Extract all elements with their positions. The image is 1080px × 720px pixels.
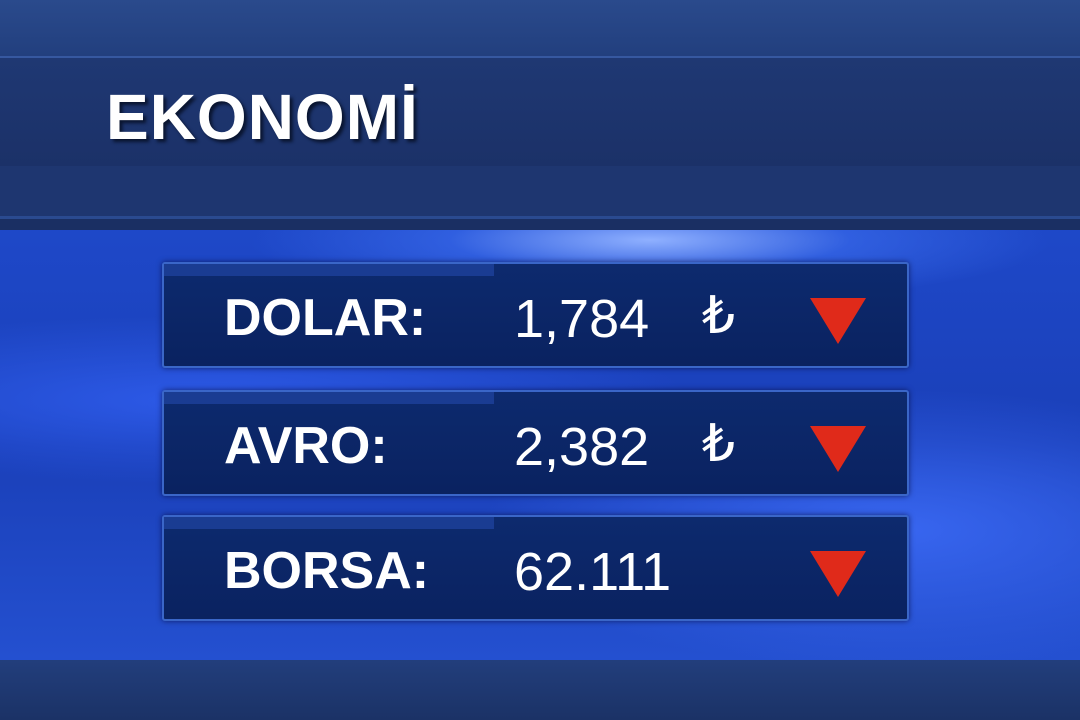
lira-icon: ₺ (702, 287, 736, 345)
row-label: DOLAR: (224, 289, 427, 347)
row-label: AVRO: (224, 417, 388, 475)
down-arrow-icon (810, 298, 866, 344)
down-arrow-icon (810, 426, 866, 472)
ticker-row-dolar: DOLAR: 1,784 ₺ (162, 262, 909, 368)
divider-band (0, 166, 1080, 219)
lira-icon: ₺ (702, 415, 736, 473)
bottom-band (0, 660, 1080, 720)
header-bar: EKONOMİ (0, 56, 1080, 168)
row-value: 62.111 (514, 542, 672, 602)
top-band (0, 0, 1080, 56)
page-title: EKONOMİ (106, 81, 419, 153)
ticker-row-borsa: BORSA: 62.111 (162, 515, 909, 621)
ticker-row-avro: AVRO: 2,382 ₺ (162, 390, 909, 496)
row-label: BORSA: (224, 542, 430, 600)
row-value: 1,784 (514, 289, 650, 349)
down-arrow-icon (810, 551, 866, 597)
row-value: 2,382 (514, 417, 650, 477)
